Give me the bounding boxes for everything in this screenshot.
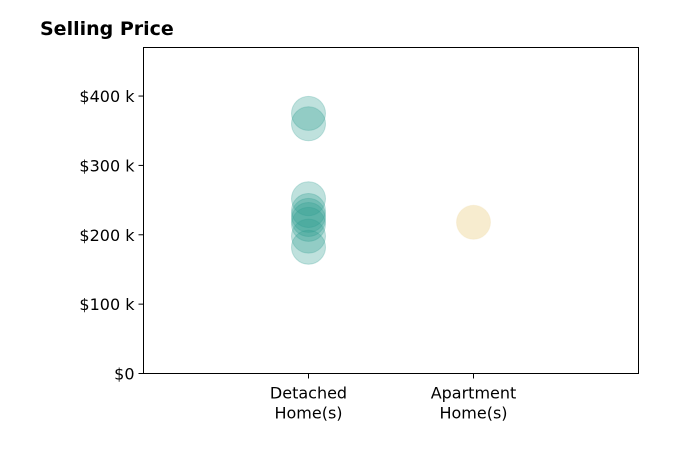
plot-frame (143, 47, 639, 374)
x-tick-label: Apartment Home(s) (431, 384, 517, 423)
data-point (291, 197, 326, 233)
y-axis: $0 $100 k $200 k $300 k $400 k (79, 87, 144, 384)
data-point (291, 218, 326, 254)
data-point (456, 204, 491, 240)
data-point (291, 229, 326, 265)
y-tick-label: $400 k (79, 87, 135, 106)
y-tick-label: $0 (114, 365, 134, 384)
data-point (291, 206, 326, 242)
x-tick-label: Detached Home(s) (270, 384, 347, 423)
data-point (291, 95, 326, 131)
x-tick-label-line: Home(s) (439, 404, 507, 423)
data-point (291, 106, 326, 142)
x-tick-label-line: Detached (270, 384, 347, 403)
y-tick-label: $100 k (79, 295, 135, 314)
x-tick-label-line: Apartment (431, 384, 517, 403)
data-point (291, 193, 326, 228)
points-layer (291, 95, 491, 265)
chart-title: Selling Price (40, 18, 174, 40)
data-point (291, 181, 326, 217)
data-point (291, 202, 326, 238)
y-tick-label: $200 k (79, 226, 135, 245)
x-axis: Detached Home(s)Apartment Home(s) (270, 373, 517, 423)
x-tick-label-line: Home(s) (274, 404, 342, 423)
y-tick-label: $300 k (79, 156, 135, 175)
